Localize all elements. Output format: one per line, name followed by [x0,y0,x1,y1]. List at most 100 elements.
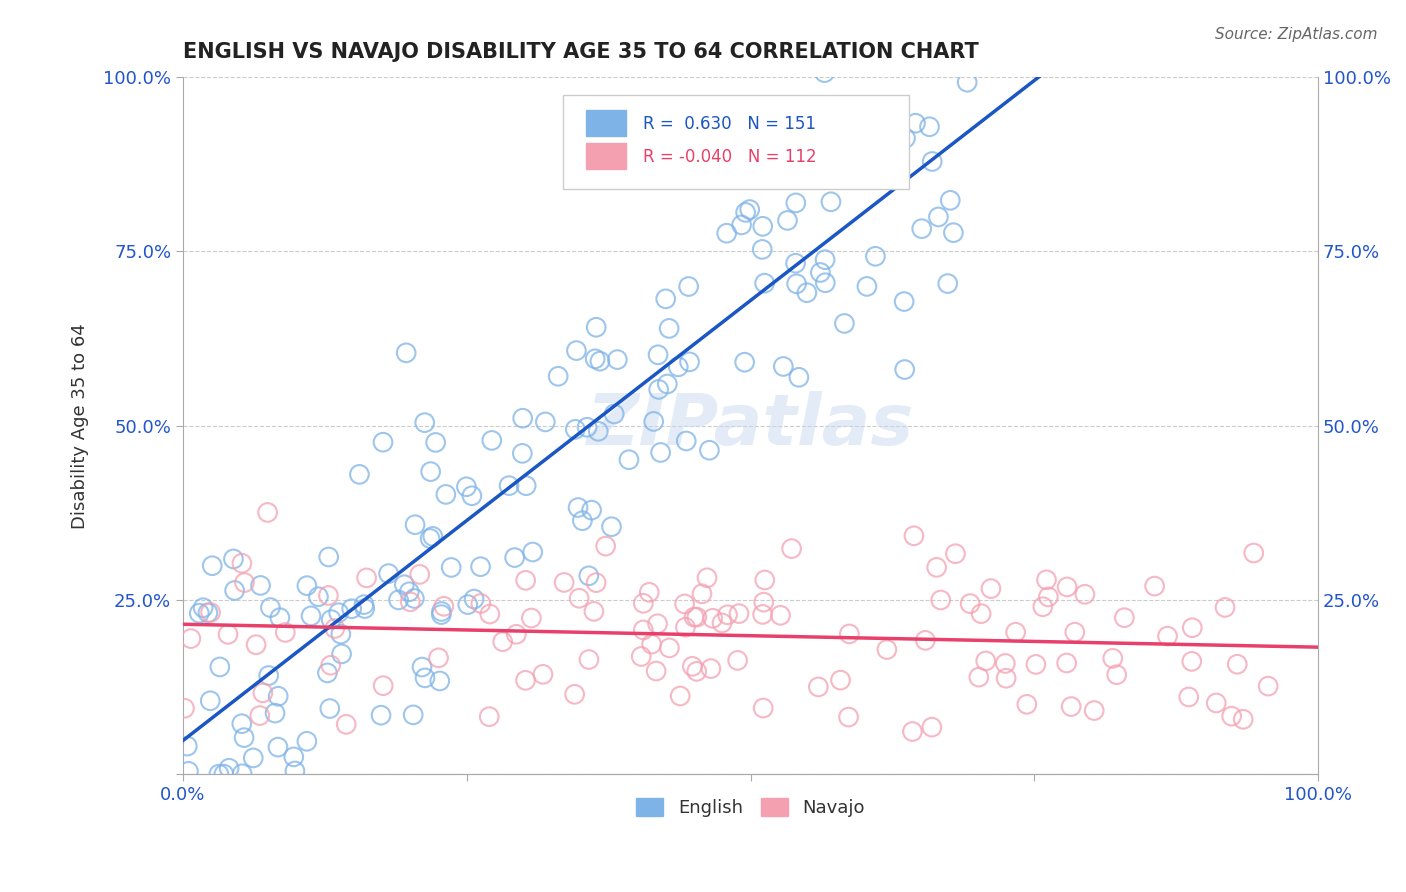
Point [785,195,807,210]
Text: R = -0.040   N = 112: R = -0.040 N = 112 [643,148,817,166]
Point [208,767,231,781]
Point [730,218,752,232]
Point [595,539,617,553]
Point [780,541,803,556]
Point [752,701,775,715]
Point [461,489,484,503]
Point [925,560,948,574]
Point [377,566,399,581]
Point [470,597,492,611]
Point [640,637,662,651]
Point [772,359,794,374]
Point [942,52,965,66]
Point [197,606,219,620]
Point [970,607,993,621]
Point [647,616,669,631]
Point [588,425,610,439]
Point [925,35,948,49]
Point [503,550,526,565]
Point [814,276,837,290]
Point [515,478,537,492]
Point [678,355,700,369]
Point [1060,699,1083,714]
Point [865,249,887,263]
Point [564,422,586,436]
Point [699,443,721,458]
Point [329,627,352,641]
Point [956,75,979,89]
Point [176,739,198,753]
Point [512,446,534,460]
Point [399,595,422,609]
Point [371,435,394,450]
Point [630,649,652,664]
Point [434,487,457,501]
Point [208,660,231,674]
Point [943,35,966,49]
Point [585,320,607,334]
Point [776,213,799,227]
Point [419,532,441,546]
Point [1205,696,1227,710]
Point [810,135,832,149]
Point [911,221,934,235]
Point [936,277,959,291]
Point [564,687,586,701]
Point [1257,679,1279,693]
Point [727,653,749,667]
Point [319,658,342,673]
Point [914,633,936,648]
Point [901,724,924,739]
Point [751,607,773,622]
Point [830,149,852,163]
Point [224,583,246,598]
Point [650,445,672,459]
Point [754,276,776,290]
Point [394,577,416,591]
Point [606,352,628,367]
Point [295,734,318,748]
Point [585,575,607,590]
Point [233,731,256,745]
Point [751,243,773,257]
Point [356,571,378,585]
Point [1004,625,1026,640]
Point [807,680,830,694]
Point [751,219,773,234]
Point [231,716,253,731]
Point [318,549,340,564]
Point [478,709,501,723]
Point [578,569,600,583]
Point [754,573,776,587]
Point [821,169,844,183]
Point [515,673,537,688]
Point [267,690,290,704]
Point [252,686,274,700]
Point [643,414,665,428]
Point [1038,590,1060,604]
Point [1015,698,1038,712]
Point [269,610,291,624]
Point [425,435,447,450]
Point [1035,573,1057,587]
Point [515,574,537,588]
Point [877,142,900,156]
Point [409,567,432,582]
Point [370,708,392,723]
Point [813,65,835,79]
Text: Source: ZipAtlas.com: Source: ZipAtlas.com [1215,27,1378,42]
Point [481,434,503,448]
Point [838,627,860,641]
Point [808,265,831,279]
Point [675,434,697,448]
Point [603,407,626,421]
Point [463,592,485,607]
Point [683,610,706,624]
Point [647,348,669,362]
Legend: English, Navajo: English, Navajo [628,790,872,824]
Point [658,640,681,655]
Point [583,351,606,366]
Point [430,605,453,619]
Point [876,642,898,657]
Point [283,750,305,764]
